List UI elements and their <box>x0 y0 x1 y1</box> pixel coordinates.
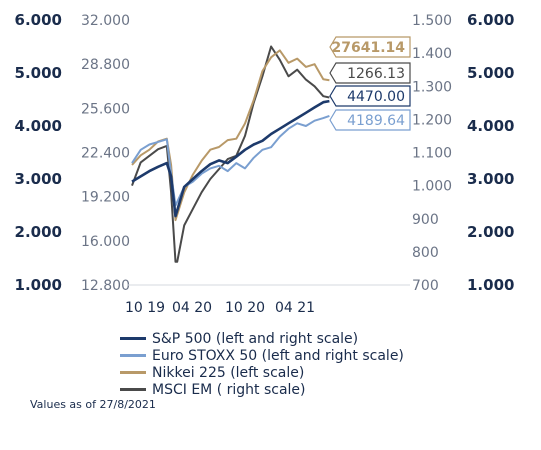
end-label-3: 1266.13 <box>347 66 405 82</box>
end-label-1: 4189.64 <box>347 113 405 129</box>
legend-item-msci: MSCI EM ( right scale) <box>120 381 404 398</box>
inner-right-tick-8: 700 <box>412 278 439 294</box>
legend-item-nikkei: Nikkei 225 (left scale) <box>120 364 404 381</box>
outer-right-tick-2: 4.000 <box>467 117 514 135</box>
inner-right-tick-3: 1.200 <box>412 112 452 128</box>
legend-swatch-msci <box>120 388 146 391</box>
outer-right-tick-0: 6.000 <box>467 11 514 29</box>
x-tick-2: 10 20 <box>225 300 265 316</box>
outer-left-tick-5: 1.000 <box>15 276 62 294</box>
footnote: Values as of 27/8/2021 <box>30 398 156 411</box>
outer-right-tick-1: 5.000 <box>467 64 514 82</box>
inner-left-tick-0: 32.000 <box>81 13 130 29</box>
outer-right-tick-5: 1.000 <box>467 276 514 294</box>
inner-right-tick-4: 1.100 <box>412 146 452 162</box>
end-labels: 4470.00 4189.64 27641.14 1266.13 <box>329 36 411 131</box>
inner-right-tick-5: 1.000 <box>412 179 452 195</box>
axes: 6.000 5.000 4.000 3.000 2.000 1.000 32.000 28.8… <box>15 11 515 316</box>
inner-right-tick-0: 1.500 <box>412 13 452 29</box>
end-label-2: 27641.14 <box>331 40 405 56</box>
legend-label-msci: MSCI EM ( right scale) <box>152 381 306 398</box>
outer-right-tick-4: 2.000 <box>467 223 514 241</box>
legend-swatch-sp500 <box>120 337 146 340</box>
x-tick-0: 10 19 <box>125 300 165 316</box>
inner-right-tick-6: 900 <box>412 212 439 228</box>
x-tick-3: 04 21 <box>275 300 315 316</box>
legend-swatch-nikkei <box>120 371 146 374</box>
inner-left-tick-4: 19.200 <box>81 190 130 206</box>
outer-left-tick-2: 4.000 <box>15 117 62 135</box>
outer-left-tick-3: 3.000 <box>15 170 62 188</box>
series-line-3 <box>131 45 330 263</box>
end-label-box-1 <box>329 109 411 131</box>
end-label-box-2 <box>329 36 411 58</box>
legend-item-eurostoxx: Euro STOXX 50 (left and right scale) <box>120 347 404 364</box>
outer-left-tick-0: 6.000 <box>15 11 62 29</box>
legend-label-sp500: S&P 500 (left and right scale) <box>152 330 359 347</box>
legend-item-sp500: S&P 500 (left and right scale) <box>120 330 404 347</box>
series-line-1 <box>131 114 330 207</box>
legend-label-eurostoxx: Euro STOXX 50 (left and right scale) <box>152 347 404 364</box>
plot-area <box>131 45 330 263</box>
x-tick-1: 04 20 <box>172 300 212 316</box>
end-label-0: 4470.00 <box>347 89 405 105</box>
outer-right-tick-3: 3.000 <box>467 170 514 188</box>
legend-label-nikkei: Nikkei 225 (left scale) <box>152 364 305 381</box>
inner-right-tick-1: 1.400 <box>412 46 452 62</box>
series-line-2 <box>131 49 330 222</box>
legend: S&P 500 (left and right scale) Euro STOX… <box>120 330 404 398</box>
legend-swatch-eurostoxx <box>120 354 146 357</box>
inner-left-tick-6: 12.800 <box>81 278 130 294</box>
inner-left-tick-1: 28.800 <box>81 57 130 73</box>
outer-left-tick-4: 2.000 <box>15 223 62 241</box>
inner-left-tick-3: 22.400 <box>81 146 130 162</box>
inner-left-tick-2: 25.600 <box>81 101 130 117</box>
end-label-box-3 <box>329 62 411 84</box>
inner-right-tick-2: 1.300 <box>412 79 452 95</box>
inner-right-tick-7: 800 <box>412 245 439 261</box>
outer-left-tick-1: 5.000 <box>15 64 62 82</box>
inner-left-tick-5: 16.000 <box>81 234 130 250</box>
series-line-0 <box>131 99 330 218</box>
end-label-box-0 <box>329 85 411 107</box>
